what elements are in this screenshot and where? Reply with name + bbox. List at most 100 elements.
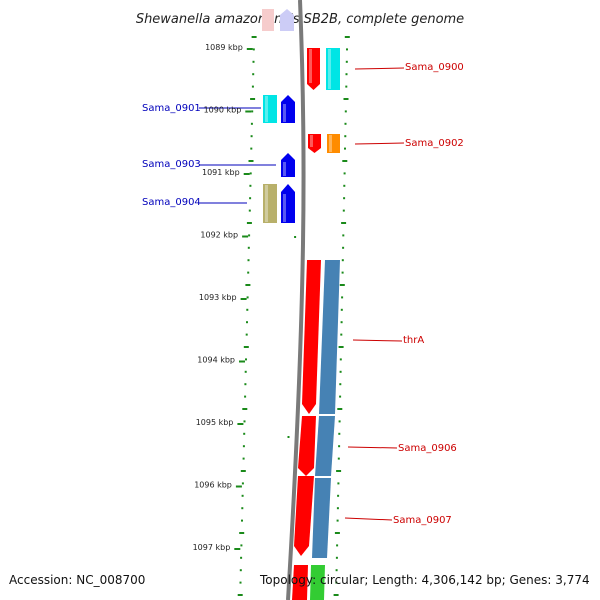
ruler-right-tick bbox=[344, 135, 347, 138]
feature-thrA-blue[interactable] bbox=[319, 260, 340, 414]
label-Sama_0902[interactable]: Sama_0902 bbox=[405, 138, 464, 149]
ruler-left-tick bbox=[245, 333, 248, 336]
ruler-right-tick bbox=[333, 594, 339, 596]
feature-Sama_0907-blue[interactable] bbox=[312, 478, 331, 558]
ruler-left-tick bbox=[250, 98, 256, 100]
label-Sama_0907[interactable]: Sama_0907 bbox=[393, 515, 452, 526]
ruler-left-tick bbox=[247, 259, 250, 262]
gene-bottom-red bbox=[292, 565, 308, 600]
ruler-tick-label: 1096 kbp bbox=[194, 481, 232, 490]
ruler-right-tick bbox=[342, 160, 348, 162]
ruler-tick-label: 1089 kbp bbox=[205, 43, 243, 52]
ruler-left-tick bbox=[240, 544, 243, 547]
feature-Sama_0906-blue[interactable] bbox=[315, 416, 335, 476]
ruler-tick-label: 1095 kbp bbox=[196, 418, 234, 427]
ruler-tick-label: 1091 kbp bbox=[202, 168, 240, 177]
ruler-mid-tick bbox=[287, 436, 290, 438]
feature-Sama_0901-cyan[interactable] bbox=[263, 95, 277, 123]
gene-Sama_0901-arrow[interactable] bbox=[281, 95, 295, 123]
ruler-tick-labels: 1089 kbp 1090 kbp 1091 kbp 1092 kbp 1093 kbp… bbox=[193, 43, 253, 552]
ruler-left-tick bbox=[244, 395, 247, 398]
feature-highlights bbox=[265, 49, 332, 222]
gene-Sama_0906-arrow[interactable] bbox=[298, 416, 316, 476]
ruler-left-tick bbox=[244, 383, 247, 386]
connector-thrA bbox=[352, 339, 403, 342]
ruler-left-tick bbox=[251, 36, 257, 38]
ruler-right-tick bbox=[341, 271, 344, 274]
ruler-left-tick bbox=[246, 308, 249, 311]
ruler-major-tick bbox=[243, 173, 250, 175]
ruler-right-tick bbox=[341, 259, 344, 262]
gene-Sama_0907-arrow[interactable] bbox=[294, 476, 314, 556]
ruler-left-tick bbox=[249, 172, 252, 175]
gene-thrA-arrow[interactable] bbox=[302, 260, 321, 414]
ruler-left-tick bbox=[245, 284, 251, 286]
accession-text: Accession: NC_008700 bbox=[9, 573, 146, 587]
ruler-left-tick bbox=[245, 358, 247, 361]
label-Sama_0900[interactable]: Sama_0900 bbox=[405, 62, 464, 73]
ruler-tick-label: 1090 kbp bbox=[204, 106, 242, 115]
connector-Sama_0907 bbox=[344, 517, 393, 521]
ruler-right-tick bbox=[336, 470, 342, 472]
ruler-right-tick bbox=[345, 73, 348, 76]
ruler-major-tick bbox=[245, 110, 252, 113]
gene-Sama_0903-arrow[interactable] bbox=[281, 153, 295, 177]
connector-Sama_0900 bbox=[354, 67, 405, 70]
ruler-left-tick bbox=[244, 370, 247, 373]
ruler-right bbox=[333, 36, 350, 596]
ruler-left-tick bbox=[243, 420, 246, 423]
ruler-left-tick bbox=[246, 222, 252, 224]
ruler-right-tick bbox=[344, 36, 350, 38]
ruler-right-tick bbox=[334, 532, 340, 534]
label-Sama_0903[interactable]: Sama_0903 bbox=[142, 159, 201, 170]
ruler-left-tick bbox=[242, 408, 248, 410]
ruler-right-tick bbox=[335, 556, 338, 559]
ruler-right-tick bbox=[341, 222, 347, 224]
ruler-left-tick bbox=[241, 507, 244, 510]
gene-Sama_0902-arrow[interactable] bbox=[308, 134, 321, 153]
label-thrA[interactable]: thrA bbox=[403, 335, 424, 346]
faded-feature-lavender bbox=[280, 9, 294, 31]
genome-summary-text: Topology: circular; Length: 4,306,142 bp… bbox=[260, 573, 590, 587]
ruler-left-tick bbox=[250, 135, 253, 138]
ruler-left bbox=[237, 36, 257, 596]
label-Sama_0901[interactable]: Sama_0901 bbox=[142, 103, 201, 114]
label-Sama_0904[interactable]: Sama_0904 bbox=[142, 197, 201, 208]
feature-Sama_0904-olive[interactable] bbox=[263, 184, 277, 223]
ruler-tick-label: 1094 kbp bbox=[197, 356, 235, 365]
ruler-left-tick bbox=[251, 110, 254, 113]
gene-Sama_0900-arrow[interactable] bbox=[307, 48, 320, 90]
ruler-left-tick bbox=[243, 346, 249, 348]
ruler-left-tick bbox=[250, 122, 253, 125]
ruler-right-tick bbox=[337, 494, 340, 497]
feature-Sama_0900-cyan[interactable] bbox=[326, 48, 340, 90]
ruler-left-tick bbox=[240, 556, 243, 559]
ruler-left-tick bbox=[241, 494, 244, 497]
feature-Sama_0902-orange[interactable] bbox=[327, 134, 340, 153]
ruler-left-tick bbox=[249, 197, 252, 200]
ruler-right-tick bbox=[343, 184, 346, 187]
ruler-right-tick bbox=[340, 308, 343, 311]
label-Sama_0906[interactable]: Sama_0906 bbox=[398, 443, 457, 454]
ruler-left-tick bbox=[248, 160, 254, 162]
ruler-right-tick bbox=[339, 284, 345, 286]
ruler-tick-label: 1097 kbp bbox=[193, 543, 231, 552]
ruler-left-tick bbox=[248, 209, 251, 212]
ruler-right-tick bbox=[338, 432, 341, 435]
ruler-major-tick bbox=[234, 548, 241, 550]
ruler-tick-label: 1093 kbp bbox=[199, 293, 237, 302]
ruler-left-tick bbox=[247, 246, 250, 249]
ruler-left-tick bbox=[252, 73, 255, 76]
ruler-left-tick bbox=[237, 594, 243, 596]
ruler-right-tick bbox=[336, 544, 339, 547]
ruler-left-tick bbox=[241, 519, 243, 522]
ruler-left-tick bbox=[239, 569, 242, 572]
ruler-right-tick bbox=[344, 122, 347, 125]
ruler-right-tick bbox=[338, 420, 341, 423]
ruler-right-tick bbox=[336, 507, 339, 510]
ruler-right-tick bbox=[340, 321, 343, 324]
gene-Sama_0904-arrow[interactable] bbox=[281, 184, 295, 223]
ruler-right-tick bbox=[343, 172, 346, 175]
genome-backbone bbox=[286, 0, 306, 600]
